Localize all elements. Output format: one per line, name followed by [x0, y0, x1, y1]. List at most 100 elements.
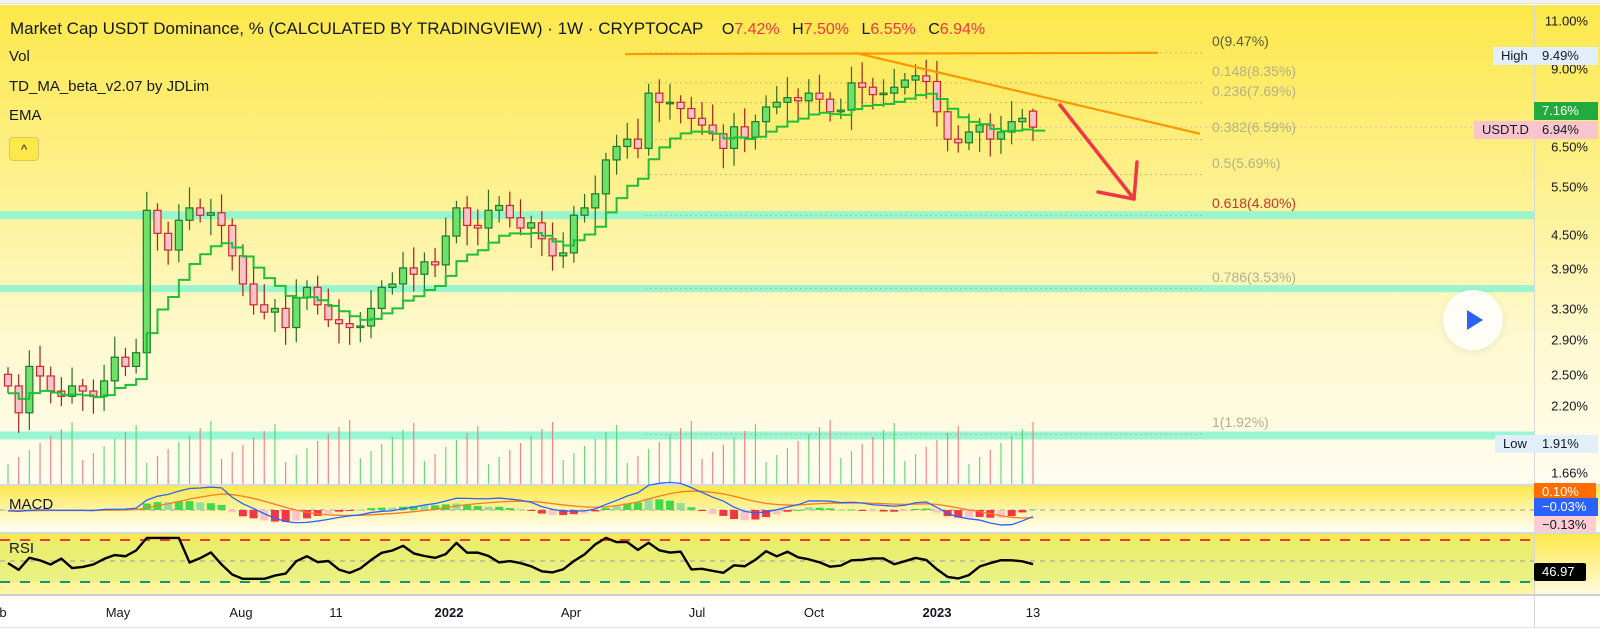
fib-level-label: 0.382(6.59%) [1212, 119, 1297, 136]
rsi-title[interactable]: RSI [9, 540, 35, 557]
candle [858, 82, 867, 88]
time-tick: Jul [688, 605, 706, 620]
candle [313, 286, 322, 306]
candle [260, 304, 269, 313]
high-value: 7.50% [803, 21, 850, 38]
price-tick: 11.00% [1544, 13, 1588, 29]
candle [121, 356, 130, 368]
candle [633, 138, 643, 149]
price-tick: 5.50% [1551, 179, 1588, 195]
indicator-ema[interactable]: EMA [9, 107, 42, 124]
rsi-pane[interactable]: RSI [0, 534, 1534, 594]
time-tick: 11 [329, 605, 343, 620]
candle [420, 261, 429, 275]
candle [815, 92, 824, 100]
price-tick: 4.50% [1551, 227, 1588, 243]
time-tick: Oct [803, 605, 825, 620]
ema-line [8, 92, 1045, 400]
top-border [0, 0, 1600, 4]
macd-line-tag: −0.03% [1534, 498, 1598, 516]
candle [623, 138, 632, 148]
candle [676, 101, 685, 110]
candle [900, 79, 909, 88]
time-tick: May [105, 605, 131, 620]
candle [943, 111, 952, 140]
fib-level-label: 0.618(4.80%) [1212, 195, 1297, 212]
candle [826, 98, 835, 113]
macd-signal-tag: 0.10% [1534, 483, 1596, 501]
main-price-pane[interactable]: Market Cap USDT Dominance, % (CALCULATED… [0, 5, 1534, 484]
candle [1028, 110, 1038, 128]
close-value: 6.94% [939, 21, 986, 38]
low-value: 6.55% [870, 21, 916, 38]
candle [665, 101, 675, 105]
fib-level-label: 0.5(5.69%) [1212, 154, 1281, 171]
time-tick: b [0, 605, 7, 620]
price-tick: 3.90% [1551, 261, 1588, 277]
play-button[interactable] [1443, 290, 1503, 350]
candle [580, 207, 589, 216]
candle [238, 255, 247, 285]
chevron-up-icon: ^ [20, 141, 28, 157]
candle [922, 75, 931, 83]
candle [1018, 117, 1027, 123]
rsi-value-tag: 46.97 [1534, 563, 1586, 581]
descending-trendline [854, 51, 1201, 135]
candle [228, 224, 237, 257]
pane-separator[interactable] [0, 484, 1600, 486]
candle [911, 75, 920, 81]
candle [174, 219, 183, 251]
candle [964, 131, 974, 144]
candle [697, 117, 707, 126]
price-chart-canvas[interactable] [0, 5, 1534, 484]
candle [473, 224, 482, 229]
candle [569, 214, 578, 254]
candle [196, 207, 205, 216]
macd-line [7, 481, 1034, 526]
candle [751, 121, 760, 138]
ohlc-values: O7.42% H7.50% L6.55% C6.94% [722, 21, 993, 38]
pane-separator[interactable] [0, 532, 1600, 534]
high-label-tag: High [1493, 47, 1536, 65]
indicator-vol[interactable]: Vol [9, 48, 30, 65]
candle [377, 286, 386, 310]
macd-title[interactable]: MACD [9, 496, 54, 513]
high-value-tag: 9.49% [1534, 47, 1598, 65]
macd-hist-tag: −0.13% [1534, 516, 1596, 534]
candle [794, 97, 803, 102]
candle [559, 252, 568, 257]
candle [334, 319, 344, 325]
symbol-title[interactable]: Market Cap USDT Dominance, % (CALCULATED… [10, 19, 704, 38]
candle [890, 86, 899, 94]
candle [879, 92, 888, 96]
indicator-td-ma[interactable]: TD_MA_beta_v2.07 by JDLim [9, 78, 210, 95]
macd-canvas [0, 481, 1534, 526]
time-axis[interactable]: b May Aug 11 2022 Apr Jul Oct 2023 13 [0, 596, 1600, 628]
candle [441, 235, 450, 266]
price-tick: 2.90% [1551, 332, 1588, 348]
candle [217, 212, 226, 227]
collapse-indicators-button[interactable]: ^ [9, 137, 39, 161]
candle [185, 207, 194, 221]
candle [612, 145, 621, 161]
last-price-tag: 6.94% [1534, 121, 1598, 139]
price-tick: 3.30% [1551, 301, 1588, 317]
candle [270, 307, 280, 313]
time-tick: 2022 [434, 605, 464, 620]
candle [537, 222, 546, 240]
price-tick: 6.50% [1551, 139, 1588, 155]
candle [153, 209, 162, 234]
open-value: 7.42% [734, 21, 780, 38]
candle [430, 261, 440, 266]
price-axis[interactable]: 11.00% 9.00% 6.50% 5.50% 4.50% 3.90% 3.30% 2.90… [1534, 5, 1600, 484]
candle [281, 307, 290, 329]
low-label-tag: Low [1495, 435, 1535, 453]
candle [25, 365, 34, 414]
macd-pane[interactable]: MACD [0, 481, 1534, 532]
fib-level-label: 0.148(8.35%) [1212, 62, 1297, 79]
support-band [0, 431, 1534, 440]
time-tick: Apr [560, 605, 582, 620]
play-icon [1467, 310, 1483, 330]
candle [644, 92, 653, 149]
